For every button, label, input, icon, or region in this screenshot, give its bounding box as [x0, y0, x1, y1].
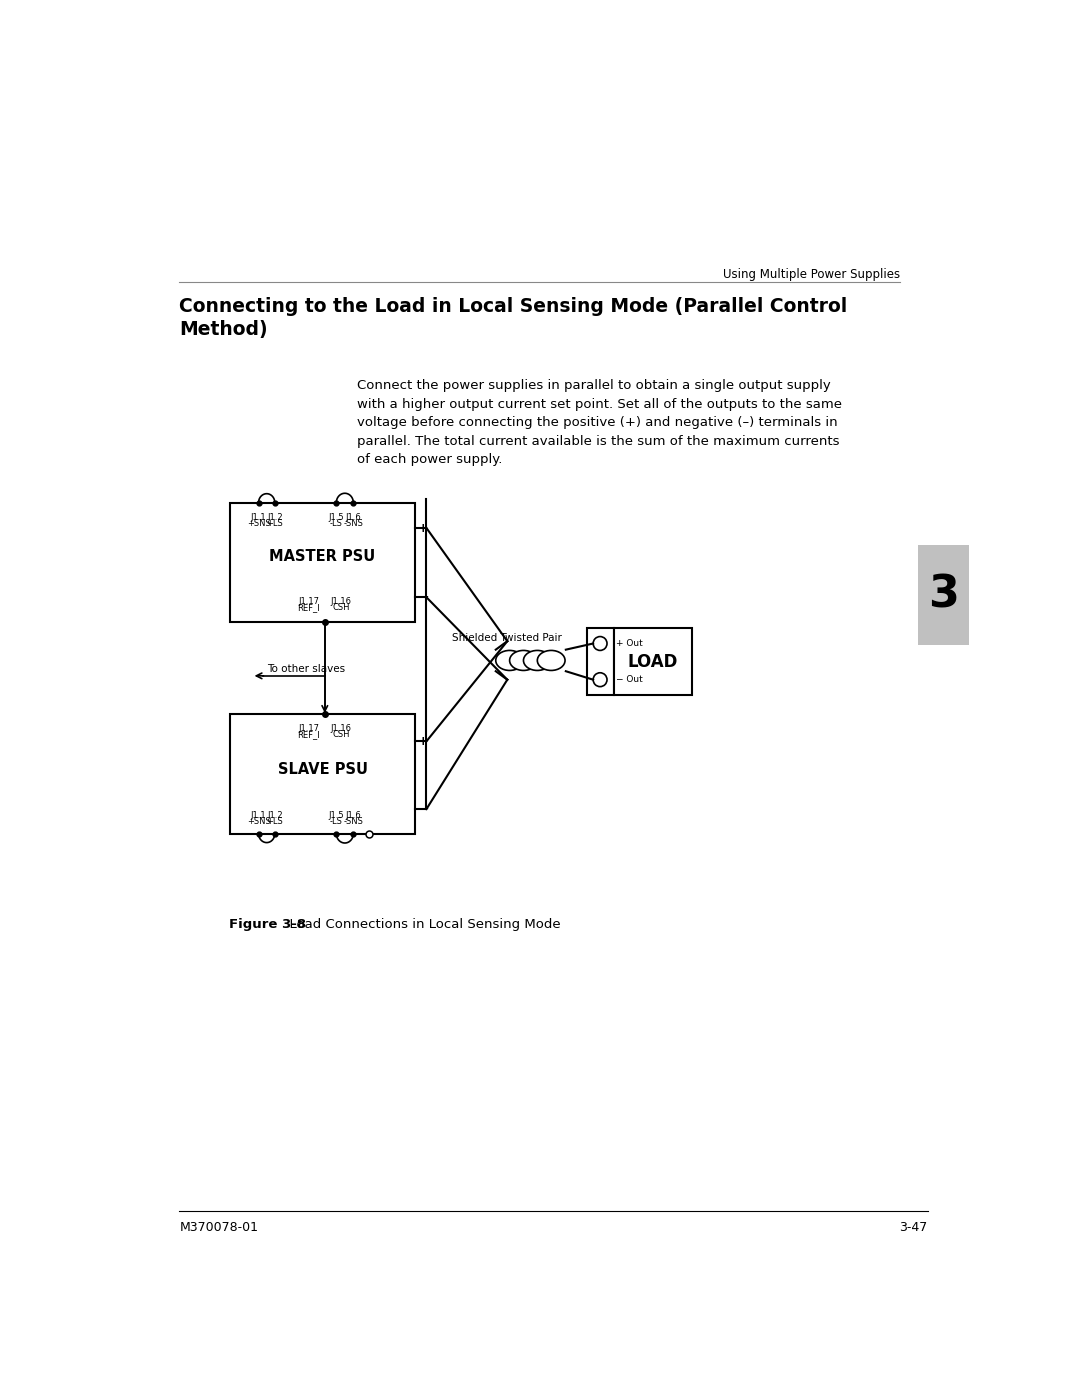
- Text: 3: 3: [928, 574, 959, 616]
- Text: REF_I: REF_I: [297, 604, 320, 612]
- Text: SLAVE PSU: SLAVE PSU: [278, 763, 367, 777]
- Text: To other slaves: To other slaves: [267, 664, 346, 673]
- Text: J1.6: J1.6: [346, 513, 361, 521]
- Text: -LS: -LS: [329, 817, 342, 826]
- Text: LOAD: LOAD: [627, 652, 678, 671]
- Text: J1.1: J1.1: [251, 810, 267, 820]
- Text: J1.6: J1.6: [346, 810, 361, 820]
- Bar: [230, 714, 415, 834]
- Text: − Out: − Out: [616, 675, 643, 685]
- Text: +: +: [418, 521, 429, 535]
- Text: J1.16: J1.16: [330, 598, 351, 606]
- Text: CSH: CSH: [333, 604, 350, 612]
- Text: REF_I: REF_I: [297, 729, 320, 739]
- Text: +: +: [418, 735, 429, 747]
- Text: J1.5: J1.5: [328, 810, 345, 820]
- Text: Figure 3-8: Figure 3-8: [229, 918, 306, 932]
- Text: J1.2: J1.2: [267, 810, 283, 820]
- Text: J1.2: J1.2: [267, 513, 283, 521]
- Text: MASTER PSU: MASTER PSU: [269, 549, 376, 564]
- Text: J1.17: J1.17: [298, 724, 320, 732]
- Circle shape: [593, 637, 607, 651]
- Text: -SNS: -SNS: [343, 518, 363, 528]
- Text: J1.17: J1.17: [298, 598, 320, 606]
- Ellipse shape: [510, 651, 538, 671]
- Text: +LS: +LS: [267, 518, 283, 528]
- Text: 3-47: 3-47: [900, 1221, 928, 1234]
- Text: J1.5: J1.5: [328, 513, 345, 521]
- Text: +LS: +LS: [267, 817, 283, 826]
- Text: +SNS: +SNS: [246, 518, 270, 528]
- Text: −: −: [418, 591, 430, 605]
- Bar: [918, 545, 969, 645]
- Text: J1.1: J1.1: [251, 513, 267, 521]
- Bar: [613, 629, 692, 696]
- Text: −: −: [418, 802, 430, 816]
- Ellipse shape: [538, 651, 565, 671]
- Bar: [586, 629, 613, 696]
- Ellipse shape: [496, 651, 524, 671]
- Ellipse shape: [524, 651, 551, 671]
- Text: -LS: -LS: [329, 518, 342, 528]
- Text: Shielded Twisted Pair: Shielded Twisted Pair: [451, 633, 562, 643]
- Text: Connecting to the Load in Local Sensing Mode (Parallel Control
Method): Connecting to the Load in Local Sensing …: [179, 298, 848, 338]
- Bar: [230, 503, 415, 622]
- Text: + Out: + Out: [616, 638, 643, 648]
- Text: Using Multiple Power Supplies: Using Multiple Power Supplies: [723, 268, 900, 281]
- Text: +SNS: +SNS: [246, 817, 270, 826]
- Text: Load Connections in Local Sensing Mode: Load Connections in Local Sensing Mode: [281, 918, 561, 932]
- Text: J1.16: J1.16: [330, 724, 351, 732]
- Text: CSH: CSH: [333, 729, 350, 739]
- Text: Connect the power supplies in parallel to obtain a single output supply
with a h: Connect the power supplies in parallel t…: [357, 380, 842, 467]
- Text: -SNS: -SNS: [343, 817, 363, 826]
- Circle shape: [593, 673, 607, 686]
- Text: M370078-01: M370078-01: [179, 1221, 258, 1234]
